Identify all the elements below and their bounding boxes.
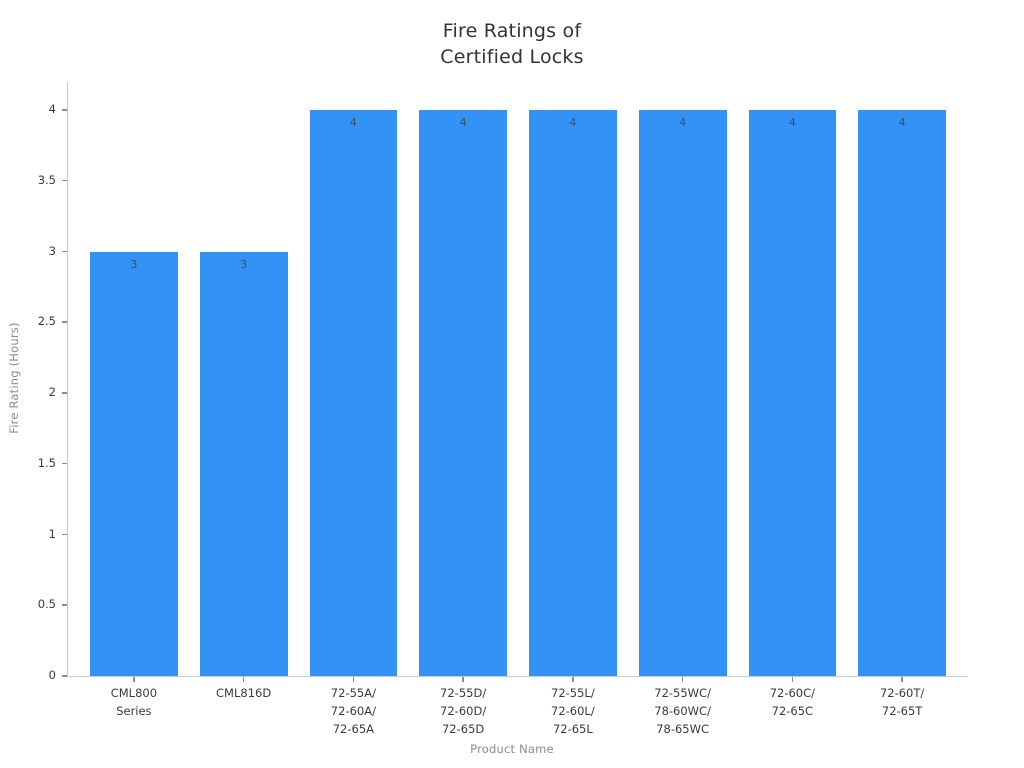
chart-title: Fire Ratings of Certified Locks — [440, 20, 584, 68]
x-tick-label: 72-55D/ 72-60D/ 72-65D — [440, 686, 487, 736]
x-tick-mark — [242, 677, 245, 682]
bar-group[interactable]: 4 — [638, 82, 727, 676]
y-tick-mark — [62, 321, 67, 323]
y-axis-title: Fire Rating (Hours) — [7, 322, 21, 434]
bar[interactable]: 4 — [309, 110, 398, 676]
bar[interactable]: 4 — [638, 110, 727, 676]
bar[interactable]: 4 — [748, 110, 837, 676]
y-tick-label: 2.5 — [37, 314, 56, 329]
x-axis-spine — [67, 676, 968, 677]
bar-value-label: 4 — [569, 116, 577, 129]
bar-value-label: 4 — [459, 116, 467, 129]
x-axis-title: Product Name — [470, 742, 554, 756]
bar-value-label: 4 — [679, 116, 687, 129]
x-tick-mark — [901, 677, 903, 682]
bar-group[interactable]: 4 — [748, 82, 837, 676]
y-tick-mark — [62, 462, 67, 465]
y-tick-mark — [62, 392, 67, 394]
y-tick-label: 1.5 — [37, 455, 56, 470]
y-tick-mark — [62, 109, 67, 111]
bar-group[interactable]: 4 — [419, 82, 507, 676]
x-tick-mark — [791, 677, 794, 682]
x-tick-label: 72-55WC/ 78-60WC/ 78-65WC — [654, 686, 711, 736]
bar-group[interactable]: 4 — [858, 82, 946, 676]
bar[interactable]: 4 — [419, 110, 507, 676]
bar[interactable]: 3 — [90, 251, 178, 676]
bar-value-label: 4 — [349, 116, 357, 129]
x-tick-label: CML816D — [216, 686, 272, 700]
y-tick-label: 0 — [48, 668, 56, 682]
x-tick-mark — [572, 677, 574, 682]
bar-value-label: 4 — [788, 116, 796, 129]
x-tick-mark — [462, 677, 464, 682]
y-tick-mark — [62, 533, 67, 536]
bar-value-label: 3 — [130, 257, 138, 271]
bar[interactable]: 4 — [858, 110, 946, 676]
y-tick-mark — [62, 604, 67, 606]
y-tick-mark — [62, 179, 67, 182]
bar-group[interactable]: 4 — [309, 82, 398, 676]
y-tick-label: 4 — [48, 102, 56, 116]
y-tick-label: 3.5 — [37, 172, 56, 187]
bar-group[interactable]: 4 — [529, 82, 617, 676]
x-tick-mark — [681, 677, 684, 682]
y-tick-label: 2 — [48, 385, 56, 399]
bar-group[interactable]: 3 — [90, 82, 178, 676]
bar[interactable]: 4 — [529, 110, 617, 676]
x-tick-label: 72-55A/ 72-60A/ 72-65A — [330, 686, 376, 736]
bars-layer: 3 3 4 4 4 4 4 4 — [67, 82, 968, 676]
bar[interactable]: 3 — [199, 251, 288, 676]
x-tick-label: CML800 Series — [110, 686, 158, 718]
y-tick-label: 0.5 — [37, 597, 56, 612]
x-tick-label: 72-60T/ 72-65T — [879, 686, 925, 718]
bar-group[interactable]: 3 — [199, 82, 288, 676]
y-axis-spine — [67, 82, 68, 676]
x-tick-label: 72-55L/ 72-60L/ 72-65L — [551, 686, 595, 736]
x-tick-mark — [352, 677, 355, 682]
y-tick-label: 1 — [48, 526, 56, 541]
x-tick-mark — [133, 677, 135, 682]
x-tick-label: 72-60C/ 72-65C — [769, 686, 816, 718]
y-tick-label: 3 — [48, 243, 56, 258]
y-tick-mark — [62, 675, 67, 677]
y-tick-mark — [62, 250, 67, 253]
bar-value-label: 4 — [898, 116, 906, 129]
bar-value-label: 3 — [240, 257, 248, 271]
